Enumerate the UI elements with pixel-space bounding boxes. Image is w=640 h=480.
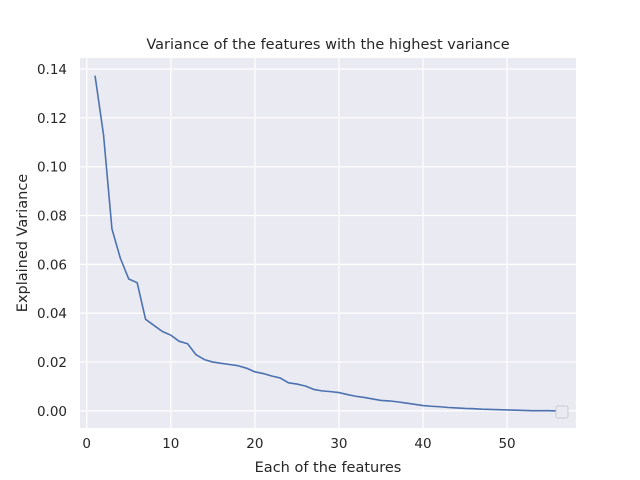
- x-tick-label: 10: [162, 436, 179, 452]
- y-tick-label: 0.14: [37, 62, 67, 78]
- x-tick-label: 50: [498, 436, 515, 452]
- x-tick-label: 0: [82, 436, 91, 452]
- x-tick-label: 30: [330, 436, 347, 452]
- y-tick-label: 0.00: [37, 404, 67, 420]
- y-tick-label: 0.04: [37, 306, 67, 322]
- x-tick-label: 20: [246, 436, 263, 452]
- tick-labels: 0 10 20 30 40 50 0.00 0.02 0.04 0.06 0.08 0.10 0.12 0…: [37, 62, 516, 452]
- x-tick-label: 40: [414, 436, 431, 452]
- y-axis-label: Explained Variance: [15, 174, 31, 313]
- chart-title: Variance of the features with the highes…: [146, 37, 509, 53]
- legend-box: [555, 405, 569, 419]
- y-tick-label: 0.06: [37, 257, 67, 273]
- x-axis-label: Each of the features: [255, 460, 402, 476]
- y-tick-label: 0.08: [37, 209, 67, 225]
- plot-area: [80, 58, 576, 428]
- series-layer: [94, 75, 559, 412]
- y-tick-label: 0.12: [37, 111, 67, 127]
- y-tick-label: 0.02: [37, 355, 67, 371]
- series-line: [94, 75, 559, 412]
- grid: [80, 58, 576, 428]
- y-tick-label: 0.10: [37, 160, 67, 176]
